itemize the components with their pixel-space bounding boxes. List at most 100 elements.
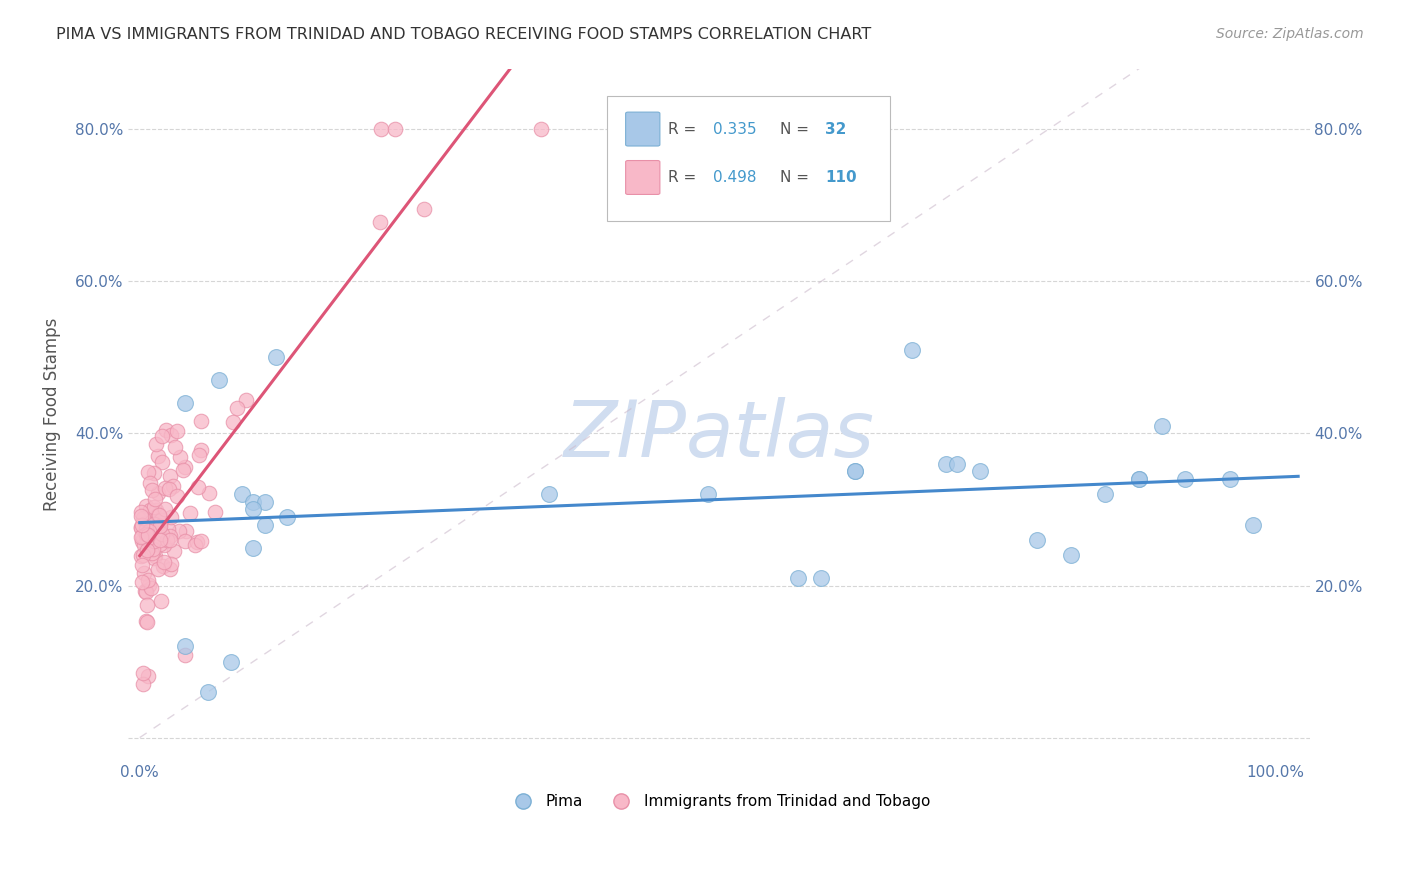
Point <box>145 502 167 516</box>
Point <box>150 455 173 469</box>
Point <box>149 516 172 530</box>
Point <box>153 481 176 495</box>
Point <box>172 462 194 476</box>
Point <box>135 584 157 599</box>
Point <box>1026 533 1049 547</box>
Point <box>166 490 188 504</box>
Point <box>142 500 165 514</box>
Point <box>131 528 153 542</box>
Point <box>131 533 153 548</box>
Point <box>129 521 152 535</box>
Point <box>174 396 197 410</box>
Point <box>143 533 166 548</box>
Point <box>204 505 226 519</box>
Point <box>145 436 167 450</box>
Point <box>1060 548 1083 562</box>
Point <box>174 648 197 663</box>
Text: ZIPatlas: ZIPatlas <box>564 397 875 474</box>
Point <box>187 480 209 494</box>
Point <box>1128 472 1150 486</box>
Point <box>174 640 197 654</box>
Point <box>136 615 159 629</box>
Point <box>159 469 181 483</box>
Y-axis label: Receiving Food Stamps: Receiving Food Stamps <box>44 318 60 511</box>
Point <box>135 543 157 558</box>
Point <box>253 517 276 532</box>
Point <box>132 666 155 681</box>
Point <box>226 401 249 416</box>
Point <box>148 519 170 533</box>
Point <box>235 392 257 407</box>
Point <box>139 582 162 596</box>
Point <box>150 513 173 527</box>
Point <box>146 486 169 500</box>
Point <box>1150 418 1173 433</box>
Point <box>129 520 152 534</box>
Point <box>208 373 231 387</box>
Point <box>242 541 264 555</box>
Point <box>146 449 169 463</box>
Text: R =: R = <box>668 170 702 186</box>
Point <box>190 414 212 428</box>
Point <box>844 465 866 479</box>
Point <box>148 508 170 523</box>
Point <box>1241 517 1264 532</box>
Point <box>160 557 183 571</box>
Point <box>139 502 162 516</box>
Point <box>176 524 198 538</box>
Point <box>174 534 197 549</box>
Point <box>166 424 188 438</box>
Point <box>135 526 157 541</box>
Point <box>162 479 184 493</box>
Point <box>131 574 153 589</box>
Point <box>370 122 392 136</box>
Point <box>132 510 155 524</box>
FancyBboxPatch shape <box>626 161 659 194</box>
Text: 0.335: 0.335 <box>713 122 756 136</box>
Point <box>159 562 181 576</box>
Point <box>138 578 160 592</box>
Point <box>129 549 152 564</box>
Point <box>132 676 155 690</box>
Point <box>242 502 264 516</box>
Point <box>222 415 245 429</box>
Point <box>131 558 153 572</box>
Legend: Pima, Immigrants from Trinidad and Tobago: Pima, Immigrants from Trinidad and Tobag… <box>502 788 936 815</box>
Point <box>135 532 157 546</box>
Text: 110: 110 <box>825 170 856 186</box>
Point <box>179 507 201 521</box>
Point <box>150 594 173 608</box>
Point <box>136 598 159 612</box>
Point <box>384 122 406 136</box>
Point <box>129 505 152 519</box>
Point <box>1174 472 1197 486</box>
Point <box>901 343 924 357</box>
Point <box>197 685 219 699</box>
Point <box>174 459 197 474</box>
Point <box>139 476 162 491</box>
Point <box>142 466 165 480</box>
Point <box>148 508 170 523</box>
Point <box>167 524 190 538</box>
Point <box>136 669 159 683</box>
Point <box>810 571 832 585</box>
Point <box>368 214 391 228</box>
Point <box>135 516 157 531</box>
Point <box>149 537 172 551</box>
Point <box>183 538 205 552</box>
Point <box>153 555 176 569</box>
Point <box>150 527 173 541</box>
Point <box>129 530 152 544</box>
Point <box>150 429 173 443</box>
Text: R =: R = <box>668 122 702 136</box>
Point <box>1094 487 1116 501</box>
Point <box>157 482 180 496</box>
Point <box>969 465 991 479</box>
Point <box>131 517 153 532</box>
Point <box>132 538 155 552</box>
Point <box>134 584 156 599</box>
Point <box>136 465 159 479</box>
Point <box>152 559 174 574</box>
Point <box>412 202 434 216</box>
Point <box>149 533 172 547</box>
